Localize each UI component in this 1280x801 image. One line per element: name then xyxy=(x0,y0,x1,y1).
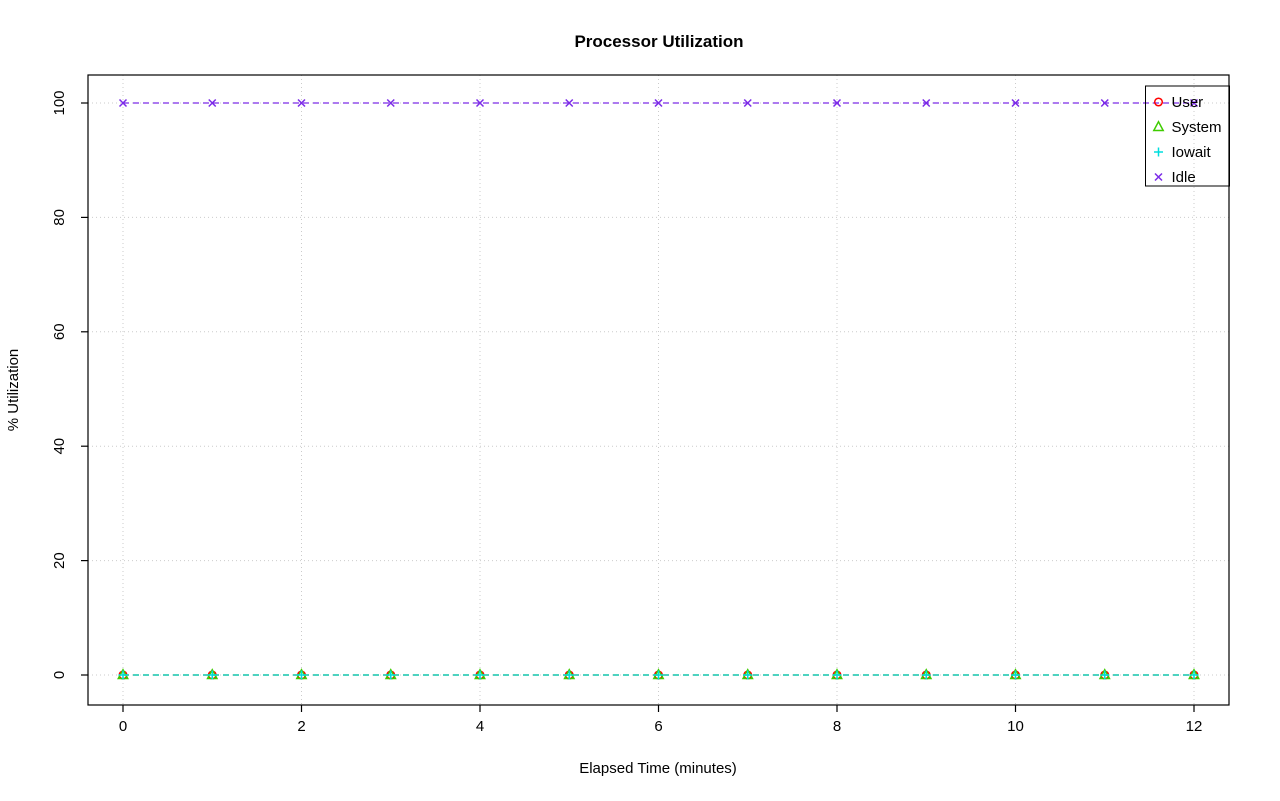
legend-marker-idle xyxy=(1154,172,1163,182)
series-marker-iowait xyxy=(207,670,217,680)
series-marker-iowait xyxy=(297,670,306,680)
x-tick-label: 8 xyxy=(833,718,841,735)
series-marker-idle xyxy=(297,98,306,108)
series-marker-idle xyxy=(1011,98,1020,108)
y-tick-label: 80 xyxy=(51,209,68,226)
series-marker-idle xyxy=(654,98,663,108)
gridlines xyxy=(88,75,1229,705)
x-axis-label: Elapsed Time (minutes) xyxy=(579,760,737,777)
series-marker-idle xyxy=(743,98,752,108)
series-marker-idle xyxy=(475,98,485,108)
series-marker-idle xyxy=(922,98,931,108)
series-marker-iowait xyxy=(386,670,396,680)
legend-label-user: User xyxy=(1172,94,1204,111)
series-marker-iowait xyxy=(654,670,663,680)
y-tick-label: 20 xyxy=(51,552,68,569)
series-marker-iowait xyxy=(564,670,574,680)
x-tick-label: 4 xyxy=(476,718,484,735)
legend: User System Iowait Idle xyxy=(1145,85,1230,187)
x-tick-label: 2 xyxy=(297,718,305,735)
chart-title: Processor Utilization xyxy=(574,32,743,51)
x-tick-label: 6 xyxy=(654,718,662,735)
y-tick-label: 100 xyxy=(51,90,68,115)
series-marker-idle xyxy=(832,98,842,108)
series-marker-iowait xyxy=(743,670,753,680)
y-tick-label: 0 xyxy=(51,671,68,679)
series-marker-idle xyxy=(208,98,217,108)
x-tick-label: 12 xyxy=(1186,718,1203,735)
axis-ticks xyxy=(81,102,1195,712)
series-marker-idle xyxy=(1100,98,1109,108)
y-tick-label: 40 xyxy=(51,438,68,455)
y-axis-label: % Utilization xyxy=(5,349,22,432)
tick-labels: 0 2 4 6 8 10 12 0 20 40 60 80 100 xyxy=(51,90,1202,735)
data-series xyxy=(117,98,1200,680)
series-marker-idle xyxy=(1189,98,1199,108)
x-tick-label: 0 xyxy=(119,718,127,735)
legend-marker-user xyxy=(1153,97,1164,107)
series-marker-iowait xyxy=(921,670,931,680)
legend-label-iowait: Iowait xyxy=(1172,144,1212,161)
series-marker-idle xyxy=(565,98,574,108)
legend-label-idle: Idle xyxy=(1172,169,1196,186)
series-marker-iowait xyxy=(1100,670,1110,680)
legend-label-system: System xyxy=(1172,119,1222,136)
series-marker-iowait xyxy=(1189,670,1199,680)
legend-marker-iowait xyxy=(1154,147,1163,157)
series-marker-iowait xyxy=(118,670,128,680)
series-marker-iowait xyxy=(475,670,485,680)
x-tick-label: 10 xyxy=(1007,718,1024,735)
series-marker-idle xyxy=(118,98,128,108)
legend-marker-system xyxy=(1152,120,1165,132)
legend-border xyxy=(1145,85,1230,187)
series-marker-idle xyxy=(386,98,395,108)
series-marker-iowait xyxy=(832,670,842,680)
y-tick-label: 60 xyxy=(51,323,68,340)
series-marker-iowait xyxy=(1011,670,1020,680)
